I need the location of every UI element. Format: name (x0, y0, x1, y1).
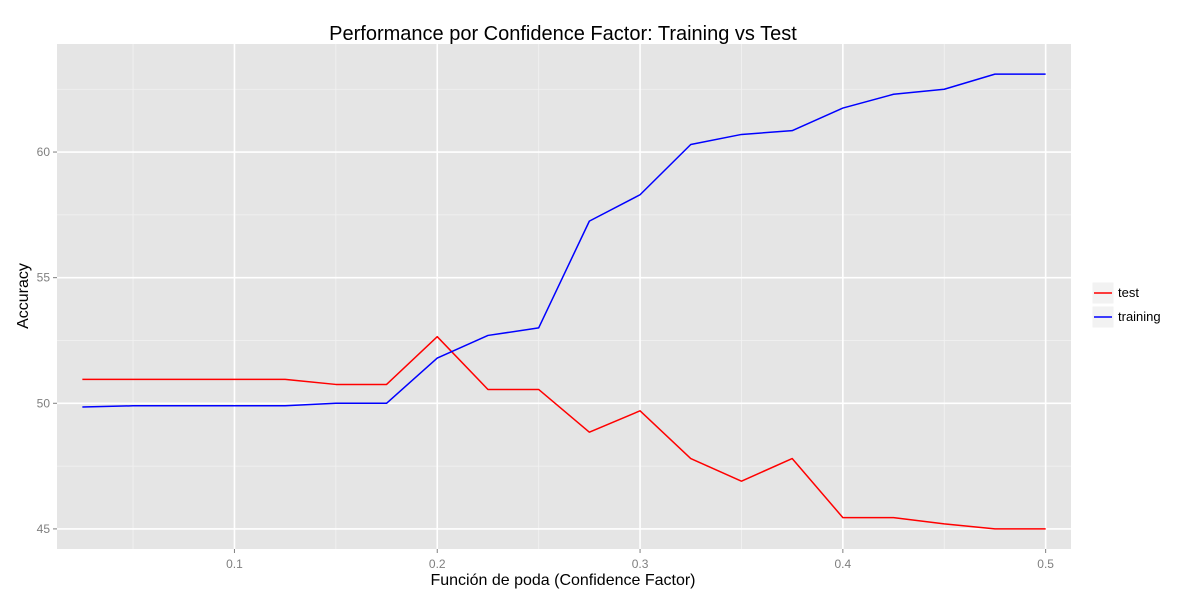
x-tick-label: 0.5 (1037, 557, 1054, 571)
plot-panel (57, 44, 1071, 549)
chart-title: Performance por Confidence Factor: Train… (329, 23, 797, 45)
grid-major (57, 44, 1071, 549)
series-lines (82, 73, 1046, 530)
x-tick-label: 0.4 (835, 557, 852, 571)
series-line-training (82, 73, 1046, 408)
series-line-test (82, 335, 1046, 530)
y-tick-label: 55 (37, 271, 51, 285)
legend-label-test: test (1118, 285, 1139, 300)
legend-label-training: training (1118, 309, 1161, 324)
legend: test training (1091, 281, 1161, 329)
x-axis-title: Función de poda (Confidence Factor) (430, 572, 695, 589)
y-tick-label: 60 (37, 145, 51, 159)
y-tick-label: 45 (37, 522, 51, 536)
grid-minor (57, 44, 1071, 549)
x-tick-label: 0.1 (226, 557, 243, 571)
y-tick-label: 50 (37, 396, 51, 410)
y-axis-title: Accuracy (15, 263, 32, 329)
y-axis-ticks: 45 50 55 60 (37, 145, 57, 536)
x-axis-ticks: 0.1 0.2 0.3 0.4 0.5 (226, 549, 1054, 571)
x-tick-label: 0.3 (632, 557, 649, 571)
x-tick-label: 0.2 (429, 557, 446, 571)
